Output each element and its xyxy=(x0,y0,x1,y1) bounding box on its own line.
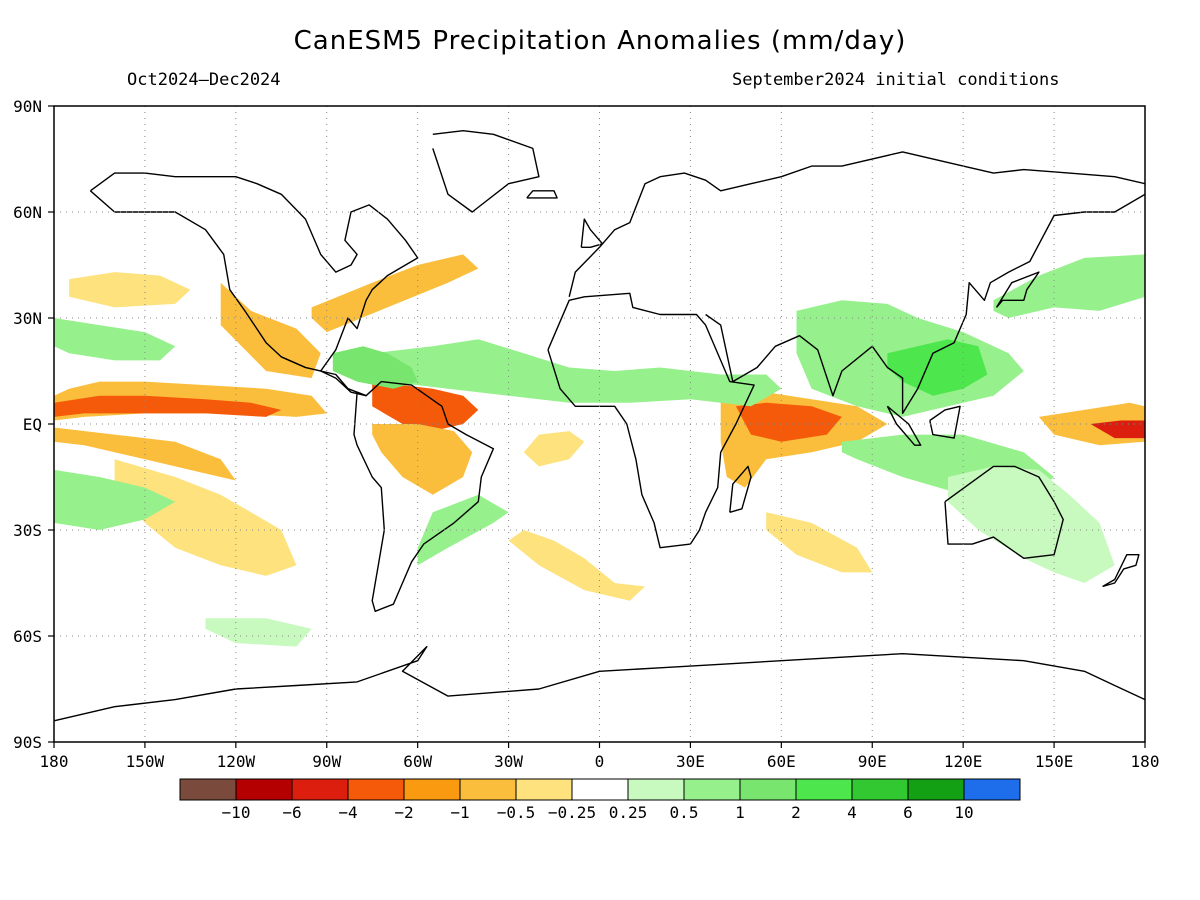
coastline xyxy=(526,190,558,199)
colorbar-label: −10 xyxy=(222,803,251,822)
colorbar-label: 1 xyxy=(735,803,745,822)
anomaly-region xyxy=(372,424,473,495)
coastline xyxy=(705,193,1146,415)
anomaly-region xyxy=(205,618,312,647)
colorbar-swatch xyxy=(907,778,965,801)
coastline xyxy=(886,405,922,446)
coastline xyxy=(353,380,495,612)
anomaly-region xyxy=(523,431,585,467)
colorbar-label: 10 xyxy=(954,803,973,822)
coastline xyxy=(53,645,1146,722)
coastline xyxy=(929,405,961,439)
chart-title: CanESM5 Precipitation Anomalies (mm/day) xyxy=(293,26,907,56)
colorbar-label: 2 xyxy=(791,803,801,822)
forecast-period: Oct2024–Dec2024 xyxy=(127,70,281,90)
longitude-label: 180 xyxy=(40,752,69,771)
colorbar: −10 −6 −4 −2 −1 −0.5 −0.25 0.25 0.5 1 2 4 6 10 xyxy=(179,778,1021,822)
colorbar-swatch xyxy=(795,778,853,801)
anomaly-region xyxy=(1090,420,1145,439)
colorbar-swatch xyxy=(291,778,349,801)
coastline xyxy=(1102,554,1140,588)
anomaly-fill-layer xyxy=(54,254,1145,647)
coastline xyxy=(547,292,755,549)
longitude-label: 180 xyxy=(1131,752,1160,771)
anomaly-region xyxy=(948,466,1115,583)
colorbar-label: 4 xyxy=(847,803,857,822)
colorbar-swatch xyxy=(179,778,237,801)
longitude-label: 90W xyxy=(312,752,341,771)
initial-conditions-label: September2024 initial conditions xyxy=(732,70,1060,90)
grid-layer xyxy=(54,106,1145,742)
colorbar-swatch xyxy=(851,778,909,801)
anomaly-region xyxy=(220,282,321,379)
colorbar-swatch xyxy=(515,778,573,801)
coastline xyxy=(729,465,752,513)
anomaly-region xyxy=(993,254,1145,318)
anomaly-region xyxy=(311,254,479,333)
latitude-label: 60S xyxy=(13,627,42,646)
anomaly-region xyxy=(887,339,988,396)
anomaly-region xyxy=(69,272,191,308)
colorbar-swatch xyxy=(683,778,741,801)
coastline xyxy=(432,129,540,213)
longitude-label: 150E xyxy=(1035,752,1074,771)
colorbar-swatch xyxy=(403,778,461,801)
colorbar-swatch xyxy=(739,778,797,801)
coastline xyxy=(944,465,1064,559)
colorbar-label: 6 xyxy=(903,803,913,822)
colorbar-swatch xyxy=(347,778,405,801)
coastline xyxy=(568,151,1146,297)
anomaly-region xyxy=(766,512,873,573)
coastline-layer xyxy=(53,129,1146,722)
colorbar-swatch xyxy=(459,778,517,801)
latitude-label: 90S xyxy=(13,733,42,752)
colorbar-label: −4 xyxy=(338,803,357,822)
anomaly-region xyxy=(54,318,176,361)
colorbar-swatch xyxy=(627,778,685,801)
longitude-label: 120E xyxy=(944,752,983,771)
longitude-label: 90E xyxy=(858,752,887,771)
axis-tick-layer: 180 150W 120W 90W 60W 30W 0 30E 60E 90E 120E 150E 18… xyxy=(13,97,1159,771)
colorbar-label: −0.25 xyxy=(548,803,596,822)
colorbar-swatch xyxy=(571,778,629,801)
anomaly-region xyxy=(114,459,297,576)
colorbar-label: −1 xyxy=(450,803,469,822)
colorbar-swatch xyxy=(235,778,293,801)
colorbar-swatch xyxy=(963,778,1021,801)
latitude-label: 60N xyxy=(13,203,42,222)
longitude-label: 120W xyxy=(217,752,256,771)
latitude-label: EQ xyxy=(23,415,42,434)
anomaly-region xyxy=(54,395,282,417)
coastline xyxy=(89,172,419,372)
coastline xyxy=(580,218,604,249)
coastline xyxy=(995,271,1040,308)
longitude-label: 150W xyxy=(126,752,165,771)
longitude-label: 30W xyxy=(494,752,523,771)
anomaly-region xyxy=(332,346,418,389)
longitude-label: 0 xyxy=(595,752,605,771)
anomaly-region xyxy=(372,339,782,407)
longitude-label: 30E xyxy=(676,752,705,771)
colorbar-label: −6 xyxy=(282,803,301,822)
anomaly-region xyxy=(417,494,509,566)
latitude-label: 30S xyxy=(13,521,42,540)
anomaly-region xyxy=(372,381,479,432)
colorbar-label: 0.5 xyxy=(670,803,699,822)
anomaly-region xyxy=(508,530,645,601)
longitude-label: 60E xyxy=(767,752,796,771)
colorbar-label: 0.25 xyxy=(609,803,648,822)
colorbar-label: −0.5 xyxy=(497,803,536,822)
latitude-label: 90N xyxy=(13,97,42,116)
longitude-label: 60W xyxy=(403,752,432,771)
colorbar-label: −2 xyxy=(394,803,413,822)
latitude-label: 30N xyxy=(13,309,42,328)
anomaly-region xyxy=(735,402,842,442)
